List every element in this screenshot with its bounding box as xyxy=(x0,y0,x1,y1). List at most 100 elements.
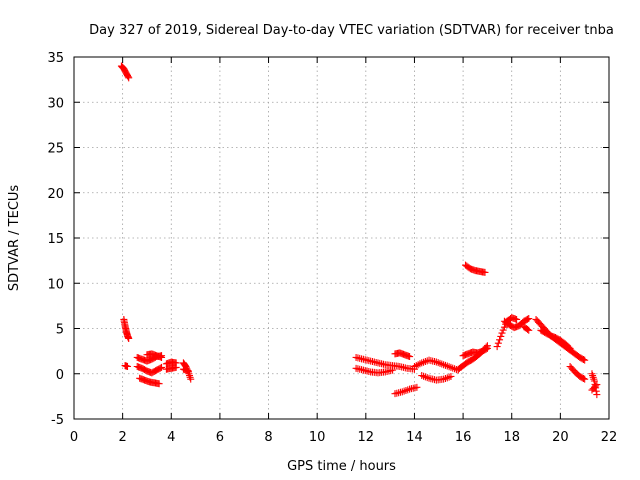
data-point-interp xyxy=(499,326,507,334)
y-tick-label: -5 xyxy=(51,413,64,428)
grid xyxy=(74,57,609,419)
data-point xyxy=(588,370,596,378)
series-sat-b xyxy=(120,315,133,342)
data-point xyxy=(406,353,414,361)
series-sat-a xyxy=(117,62,133,82)
data-point xyxy=(590,377,598,385)
data-point xyxy=(158,363,166,371)
data-point xyxy=(172,363,180,371)
chart-title: Day 327 of 2019, Sidereal Day-to-day VTE… xyxy=(89,23,614,38)
data-point xyxy=(581,356,589,364)
data-point xyxy=(593,381,601,389)
data-point-interp xyxy=(590,375,598,383)
series-sat-y xyxy=(537,326,574,352)
data-point xyxy=(187,375,195,383)
x-tick-label: 12 xyxy=(358,430,375,445)
data-point xyxy=(593,391,601,399)
x-tick-label: 16 xyxy=(455,430,472,445)
data-point xyxy=(581,375,589,383)
x-tick-label: 20 xyxy=(552,430,569,445)
x-axis-label: GPS time / hours xyxy=(287,459,396,474)
x-tick-label: 10 xyxy=(309,430,326,445)
data-point xyxy=(413,383,421,391)
data-point xyxy=(124,363,131,371)
series-sat-u xyxy=(493,314,521,351)
data-point-interp xyxy=(124,73,132,81)
series-sat-v xyxy=(500,315,533,332)
y-tick-label: 35 xyxy=(47,51,64,66)
data-point xyxy=(125,74,133,82)
data-point xyxy=(447,372,455,380)
data-point xyxy=(158,353,166,361)
series-sat-f xyxy=(136,374,163,388)
series-sat-i xyxy=(162,363,180,373)
series-sat-h xyxy=(162,358,180,368)
data-point-interp xyxy=(156,364,164,372)
data-point xyxy=(525,326,533,334)
series-sat-k xyxy=(179,365,192,375)
series-sat-o xyxy=(391,383,421,398)
x-tick-label: 8 xyxy=(264,430,272,445)
data-point-interp xyxy=(443,374,451,382)
data-point xyxy=(566,344,574,352)
series-sat-q xyxy=(418,372,455,384)
y-tick-label: 25 xyxy=(47,142,64,157)
data-point-interp xyxy=(589,372,597,380)
y-tick-label: 30 xyxy=(47,96,64,111)
series-sat-m xyxy=(352,364,397,377)
data-point xyxy=(184,367,192,375)
data-point-interp xyxy=(579,375,587,383)
data-point xyxy=(389,366,397,374)
series-sat-g xyxy=(143,350,166,361)
series-sat-t xyxy=(462,261,489,276)
data-points xyxy=(117,62,601,399)
data-point-interp xyxy=(579,355,587,363)
x-tick-label: 4 xyxy=(167,430,175,445)
data-point xyxy=(493,343,501,351)
series-sat-ab xyxy=(588,381,601,394)
x-tick-label: 22 xyxy=(601,430,618,445)
data-point xyxy=(481,268,489,276)
series-sat-e xyxy=(133,363,166,377)
y-tick-label: 20 xyxy=(47,187,64,202)
data-point xyxy=(498,329,506,337)
x-tick-label: 14 xyxy=(406,430,423,445)
data-point xyxy=(483,344,491,352)
data-point xyxy=(525,315,533,323)
data-point-interp xyxy=(524,315,532,323)
axis-ticks xyxy=(73,56,610,420)
data-point-interp xyxy=(421,373,429,381)
x-tick-label: 2 xyxy=(118,430,126,445)
data-point-interp xyxy=(494,339,502,347)
y-tick-label: 0 xyxy=(56,368,64,383)
data-point xyxy=(155,380,163,388)
data-point xyxy=(513,315,521,323)
series-sat-z xyxy=(566,363,589,383)
data-point-interp xyxy=(186,373,194,381)
tick-labels: 0 2 4 6 8 10 12 14 16 18 20 22 -5 0 5 10 15 20 25 30 35 xyxy=(47,51,617,445)
data-point-interp xyxy=(497,332,505,340)
data-point-interp xyxy=(500,323,508,331)
y-axis-label: SDTVAR / TECUs xyxy=(7,185,22,292)
series-sat-n xyxy=(391,349,414,361)
series-sat-p xyxy=(410,356,462,374)
series-sat-s xyxy=(459,344,491,360)
series-sat-l xyxy=(352,353,418,373)
y-tick-label: 10 xyxy=(47,277,64,292)
series-sat-w xyxy=(520,323,533,334)
x-tick-label: 18 xyxy=(503,430,520,445)
x-tick-label: 6 xyxy=(216,430,224,445)
y-tick-label: 15 xyxy=(47,232,64,247)
data-point-interp xyxy=(589,373,597,381)
data-point-interp xyxy=(565,343,573,351)
data-point xyxy=(125,334,133,342)
data-point-interp xyxy=(482,345,490,353)
y-tick-label: 5 xyxy=(56,323,64,338)
data-point-interp xyxy=(592,382,600,390)
data-point-interp xyxy=(402,386,410,394)
series-sat-c xyxy=(121,362,131,371)
x-tick-label: 0 xyxy=(70,430,78,445)
data-point-interp xyxy=(496,336,504,344)
data-point-interp xyxy=(524,325,532,333)
